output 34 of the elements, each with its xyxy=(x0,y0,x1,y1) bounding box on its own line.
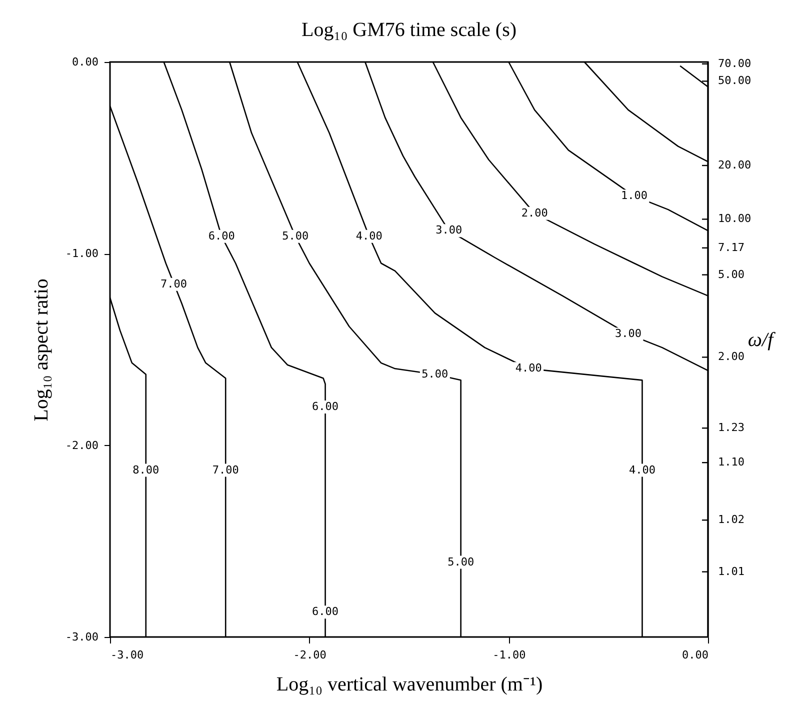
text: 1.10 xyxy=(718,456,744,469)
x-axis-title: Log₁₀ vertical wavenumber (m⁻¹) xyxy=(276,674,543,696)
text: 20.00 xyxy=(718,158,752,172)
annotation: 5.00 xyxy=(282,229,309,242)
y-tick-label: -3.00 xyxy=(65,630,98,644)
x-tick-label: -3.00 xyxy=(110,648,144,662)
y-tick-label: 0.00 xyxy=(72,56,98,68)
annotation: 4.00 xyxy=(356,229,382,242)
annotation: 7.00 xyxy=(160,277,188,290)
annotation: 6.00 xyxy=(312,605,339,618)
annotation: 3.00 xyxy=(436,224,462,237)
annotation: 8.00 xyxy=(132,463,160,476)
text: 70.00 xyxy=(718,56,752,70)
text: 7.17 xyxy=(718,240,744,254)
text: 1.01 xyxy=(718,564,744,578)
x-tick-label: -2.00 xyxy=(293,648,326,662)
text: 5.00 xyxy=(718,268,744,281)
text: 2.00 xyxy=(718,350,744,364)
chart-title: Log₁₀ GM76 time scale (s) xyxy=(301,19,517,41)
y-axis-title: Log₁₀ aspect ratio xyxy=(30,278,52,422)
annotation: 6.00 xyxy=(312,400,339,413)
y-tick-label: -1.00 xyxy=(65,247,98,260)
annotation: 5.00 xyxy=(448,555,474,568)
x-tick-label: -1.00 xyxy=(492,648,526,662)
text: 1.02 xyxy=(718,513,744,526)
annotation: 7.00 xyxy=(212,463,239,476)
text: 50.00 xyxy=(718,74,752,88)
annotation: 6.00 xyxy=(208,229,235,242)
y-tick-label: -2.00 xyxy=(65,438,98,452)
text: 1.23 xyxy=(718,421,744,434)
x-tick-label: 0.00 xyxy=(682,648,708,662)
text: 10.00 xyxy=(718,212,752,226)
annotation: 4.00 xyxy=(628,463,656,476)
y2-axis-title: ω/f xyxy=(748,329,776,351)
